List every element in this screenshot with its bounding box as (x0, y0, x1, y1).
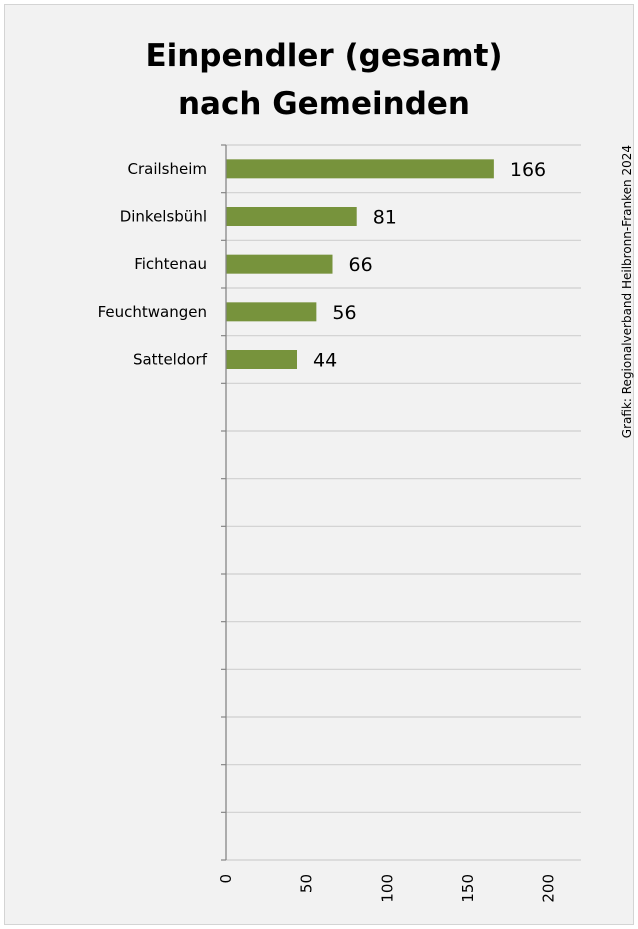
x-tick-label: 50 (298, 874, 316, 893)
grid-lines (221, 144, 581, 861)
x-tick-label: 200 (540, 874, 558, 903)
x-tick-label: 150 (459, 874, 477, 903)
value-labels: 166 81 66 56 44 (313, 159, 546, 372)
bar (226, 254, 333, 274)
category-label: Dinkelsbühl (120, 208, 207, 226)
chart-title-line-2: nach Gemeinden (178, 86, 470, 122)
data-label: 81 (373, 207, 397, 229)
category-labels: Crailsheim Dinkelsbühl Fichtenau Feuchtwang… (98, 160, 208, 369)
category-label: Feuchtwangen (98, 303, 207, 321)
x-tick-label: 0 (217, 874, 235, 884)
data-label: 166 (510, 159, 546, 181)
bar (226, 302, 317, 322)
bar (226, 207, 357, 226)
chart-frame (4, 4, 634, 925)
category-label: Satteldorf (133, 351, 208, 369)
x-axis-tick-labels: 0 50 100 150 200 (217, 874, 558, 903)
bar (226, 159, 494, 179)
category-label: Fichtenau (134, 255, 207, 273)
data-label: 44 (313, 350, 337, 372)
data-label: 56 (332, 302, 356, 324)
bars (226, 159, 494, 369)
data-label: 66 (349, 254, 373, 276)
credit-text: Grafik: Regionalverband Heilbronn-Franke… (620, 145, 634, 438)
bar (226, 350, 297, 369)
x-tick-label: 100 (378, 874, 396, 903)
category-label: Crailsheim (128, 160, 208, 178)
chart-title-line-1: Einpendler (gesamt) (145, 38, 502, 74)
